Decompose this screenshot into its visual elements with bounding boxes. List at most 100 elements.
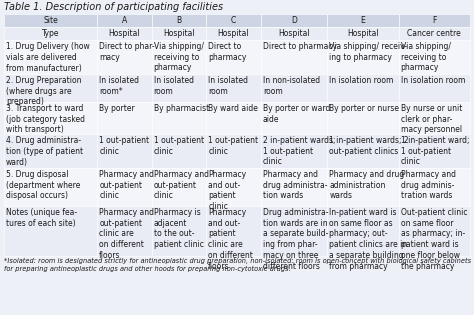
Bar — [399, 27, 470, 40]
Text: 2. Drug Preparation
(where drugs are
prepared): 2. Drug Preparation (where drugs are pre… — [6, 76, 82, 106]
Text: C: C — [231, 16, 236, 25]
Bar — [97, 206, 152, 256]
Text: Direct to
pharmacy: Direct to pharmacy — [208, 42, 246, 62]
Bar — [328, 14, 399, 27]
Bar — [4, 27, 97, 40]
Bar — [206, 168, 261, 206]
Bar — [152, 168, 206, 206]
Bar — [261, 14, 328, 27]
Text: By porter: By porter — [99, 104, 135, 113]
Bar — [261, 206, 328, 256]
Text: In isolation room: In isolation room — [401, 76, 465, 85]
Text: Hospital: Hospital — [347, 29, 379, 38]
Text: Pharmacy and
drug adminis-
tration wards: Pharmacy and drug adminis- tration wards — [401, 170, 456, 201]
Text: 2 in-patient wards;
1 out-patient
clinic: 2 in-patient wards; 1 out-patient clinic — [263, 136, 335, 167]
Bar — [4, 168, 97, 206]
Text: E: E — [361, 16, 365, 25]
Text: B: B — [176, 16, 182, 25]
Text: Pharmacy and
drug administra-
tion wards: Pharmacy and drug administra- tion wards — [263, 170, 327, 201]
Text: Table 1. Description of participating facilities: Table 1. Description of participating fa… — [4, 2, 223, 12]
Text: Via shipping/
receiving to
pharmacy: Via shipping/ receiving to pharmacy — [401, 42, 451, 72]
Bar — [97, 74, 152, 102]
Text: Hospital: Hospital — [278, 29, 310, 38]
Text: In isolated
room: In isolated room — [154, 76, 194, 96]
Text: In isolated
room: In isolated room — [208, 76, 248, 96]
Text: Via shipping/ receiv-
ing to pharmacy: Via shipping/ receiv- ing to pharmacy — [329, 42, 408, 62]
Text: Site: Site — [43, 16, 58, 25]
Bar — [152, 134, 206, 168]
Text: By porter or nurse: By porter or nurse — [329, 104, 400, 113]
Bar — [206, 102, 261, 134]
Text: 1. Drug Delivery (how
vials are delivered
from manufacturer): 1. Drug Delivery (how vials are delivere… — [6, 42, 90, 72]
Text: Hospital: Hospital — [109, 29, 140, 38]
Bar — [261, 102, 328, 134]
Bar — [399, 74, 470, 102]
Text: By nurse or unit
clerk or phar-
macy personnel: By nurse or unit clerk or phar- macy per… — [401, 104, 462, 135]
Text: D: D — [291, 16, 297, 25]
Bar — [152, 206, 206, 256]
Bar — [4, 206, 97, 256]
Bar — [328, 206, 399, 256]
Text: 1 out-patient
clinic: 1 out-patient clinic — [154, 136, 204, 156]
Text: *Isolated: room is designated strictly for antineoplastic drug preparation, non-: *Isolated: room is designated strictly f… — [4, 258, 471, 272]
Bar — [97, 168, 152, 206]
Bar — [399, 168, 470, 206]
Text: Hospital: Hospital — [218, 29, 249, 38]
Text: Notes (unique fea-
tures of each site): Notes (unique fea- tures of each site) — [6, 208, 77, 228]
Bar — [399, 40, 470, 74]
Bar — [399, 102, 470, 134]
Bar — [328, 74, 399, 102]
Bar — [261, 134, 328, 168]
Bar — [261, 168, 328, 206]
Bar — [206, 40, 261, 74]
Text: F: F — [432, 16, 437, 25]
Bar — [97, 27, 152, 40]
Bar — [4, 14, 97, 27]
Text: Pharmacy is
adjacent
to the out-
patient clinic: Pharmacy is adjacent to the out- patient… — [154, 208, 204, 249]
Text: Pharmacy and drug
administration
wards: Pharmacy and drug administration wards — [329, 170, 405, 201]
Bar — [152, 74, 206, 102]
Bar — [328, 40, 399, 74]
Text: 3. Transport to ward
(job category tasked
with transport): 3. Transport to ward (job category taske… — [6, 104, 85, 135]
Text: 1 out-patient
clinic: 1 out-patient clinic — [208, 136, 258, 156]
Text: Pharmacy and
out-patient
clinic: Pharmacy and out-patient clinic — [154, 170, 209, 201]
Bar — [261, 40, 328, 74]
Bar — [97, 134, 152, 168]
Text: Out-patient clinic
on same floor
as pharmacy; in-
patient ward is
one floor belo: Out-patient clinic on same floor as phar… — [401, 208, 467, 271]
Text: Drug administra-
tion wards are in
a separate build-
ing from phar-
macy on thre: Drug administra- tion wards are in a sep… — [263, 208, 328, 271]
Bar — [4, 74, 97, 102]
Text: Via shipping/
receiving to
pharmacy: Via shipping/ receiving to pharmacy — [154, 42, 204, 72]
Bar — [97, 40, 152, 74]
Text: Hospital: Hospital — [163, 29, 195, 38]
Text: By pharmacist: By pharmacist — [154, 104, 209, 113]
Bar — [399, 206, 470, 256]
Bar — [261, 74, 328, 102]
Text: Direct to phar-
macy: Direct to phar- macy — [99, 42, 155, 62]
Text: Pharmacy
and out-
patient
clinic are
on different
floors: Pharmacy and out- patient clinic are on … — [208, 208, 253, 271]
Bar — [328, 27, 399, 40]
Bar — [206, 206, 261, 256]
Bar — [97, 14, 152, 27]
Text: Cancer centre: Cancer centre — [408, 29, 461, 38]
Text: By ward aide: By ward aide — [208, 104, 258, 113]
Bar — [4, 40, 97, 74]
Bar — [152, 27, 206, 40]
Text: 1 in-patient ward;
1 out-patient
clinic: 1 in-patient ward; 1 out-patient clinic — [401, 136, 469, 167]
Bar — [328, 102, 399, 134]
Bar — [328, 134, 399, 168]
Text: 5. Drug disposal
(department where
disposal occurs): 5. Drug disposal (department where dispo… — [6, 170, 81, 201]
Bar — [4, 102, 97, 134]
Text: Pharmacy and
out-patient
clinic: Pharmacy and out-patient clinic — [99, 170, 154, 201]
Text: Type: Type — [42, 29, 59, 38]
Bar — [97, 102, 152, 134]
Text: In-patient ward is
on same floor as
pharmacy; out-
patient clinics are in
a sepa: In-patient ward is on same floor as phar… — [329, 208, 408, 271]
Text: In isolation room: In isolation room — [329, 76, 394, 85]
Text: In non-isolated
room: In non-isolated room — [263, 76, 320, 96]
Bar — [399, 14, 470, 27]
Text: Pharmacy
and out-
patient
clinic: Pharmacy and out- patient clinic — [208, 170, 246, 211]
Bar — [206, 134, 261, 168]
Bar — [152, 14, 206, 27]
Text: 4. Drug administra-
tion (type of patient
ward): 4. Drug administra- tion (type of patien… — [6, 136, 83, 167]
Bar — [206, 27, 261, 40]
Text: 1 out-patient
clinic: 1 out-patient clinic — [99, 136, 149, 156]
